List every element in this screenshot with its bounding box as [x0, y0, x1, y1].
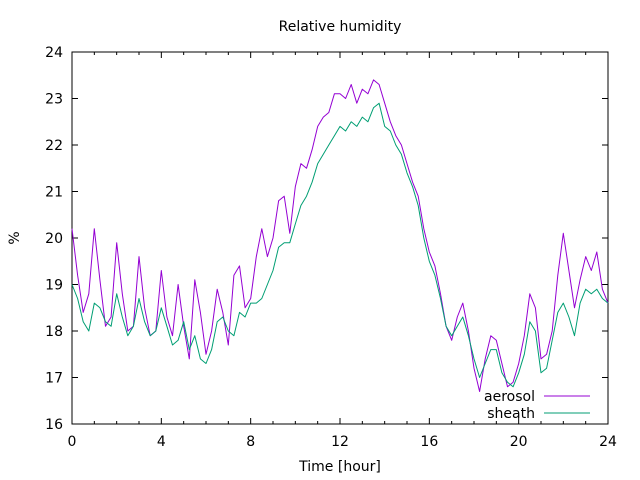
y-tick-label: 21	[45, 185, 63, 201]
y-tick-label: 18	[45, 324, 63, 340]
y-tick-label: 16	[45, 417, 63, 433]
series-line-sheath	[71, 102, 609, 388]
plot-frame	[71, 51, 609, 425]
x-tick-label: 0	[68, 434, 77, 450]
legend-label-sheath: sheath	[487, 406, 535, 422]
x-tick-label: 16	[420, 434, 438, 450]
chart-title: Relative humidity	[279, 19, 402, 35]
x-tick-label: 8	[246, 434, 255, 450]
y-tick-label: 17	[45, 371, 63, 387]
y-axis-label: %	[7, 231, 23, 244]
y-tick-label: 24	[45, 45, 63, 61]
x-tick-label: 12	[331, 434, 349, 450]
series-lines	[71, 79, 609, 392]
x-tick-label: 24	[599, 434, 617, 450]
legend-label-aerosol: aerosol	[484, 389, 535, 405]
y-tick-label: 22	[45, 138, 63, 154]
y-tick-label: 23	[45, 92, 63, 108]
y-tick-label: 19	[45, 278, 63, 294]
axis-ticks: 0 4 8 12 16 20 24 16 17 18 19 20 21 22 23 24	[45, 45, 617, 450]
x-tick-label: 20	[510, 434, 528, 450]
x-tick-label: 4	[157, 434, 166, 450]
series-line-aerosol	[71, 79, 609, 392]
x-axis-label: Time [hour]	[298, 459, 381, 475]
y-tick-label: 20	[45, 231, 63, 247]
